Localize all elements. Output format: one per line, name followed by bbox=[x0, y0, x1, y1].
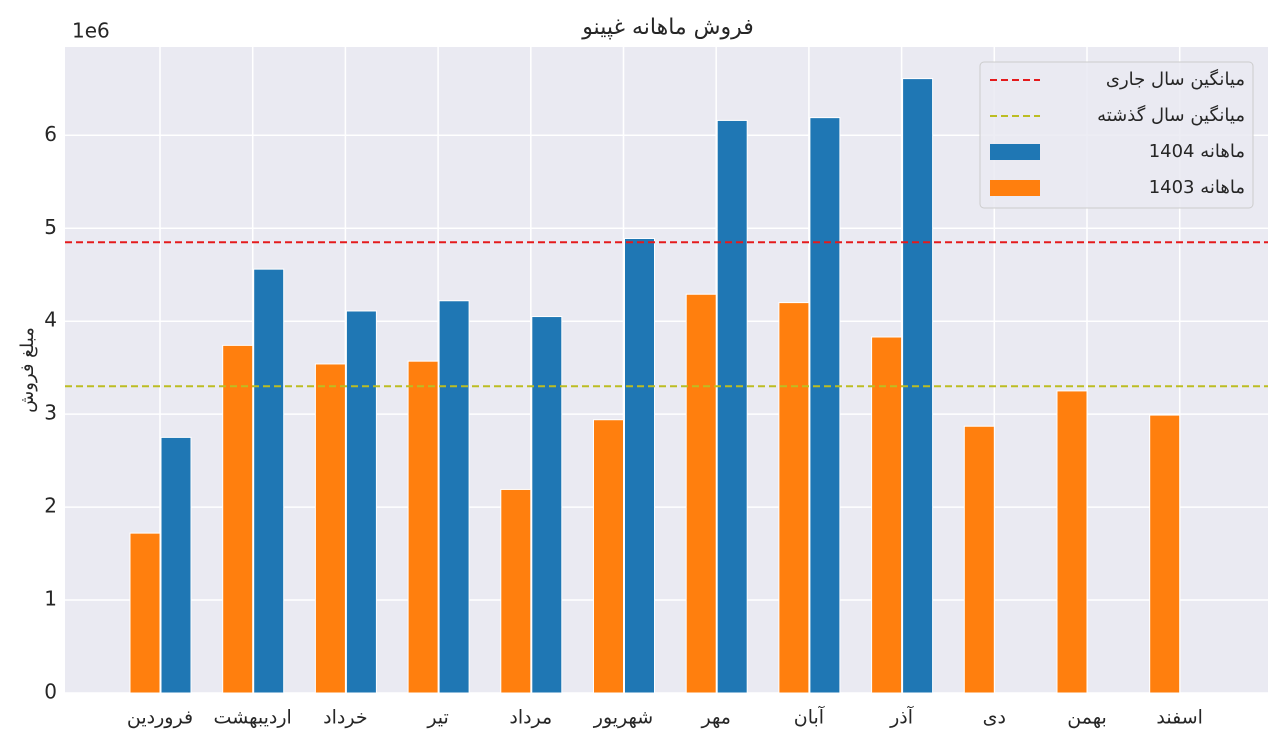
bar bbox=[314, 363, 346, 694]
x-tick-label: تیر bbox=[426, 707, 449, 729]
bar bbox=[624, 237, 655, 694]
x-tick-label: خرداد bbox=[323, 707, 367, 729]
legend-swatch bbox=[990, 144, 1040, 160]
bar bbox=[593, 419, 624, 694]
x-tick-label: شهریور bbox=[593, 707, 653, 729]
reference-lines bbox=[65, 241, 1268, 388]
legend-swatch bbox=[990, 180, 1040, 196]
bar bbox=[685, 293, 717, 694]
x-tick-label: بهمن bbox=[1067, 707, 1107, 729]
bar bbox=[716, 119, 748, 694]
bar bbox=[1056, 390, 1088, 694]
y-axis-label: مبلغ فروش bbox=[17, 327, 38, 413]
bar bbox=[222, 344, 254, 694]
bar bbox=[500, 488, 532, 694]
y-tick-label: 6 bbox=[44, 122, 57, 146]
bar bbox=[531, 316, 563, 694]
y-tick-label: 1 bbox=[44, 587, 57, 611]
bar bbox=[809, 117, 841, 694]
bar bbox=[1149, 414, 1181, 694]
bar bbox=[871, 336, 903, 694]
bar bbox=[253, 268, 285, 694]
y-tick-label: 0 bbox=[44, 680, 57, 704]
legend-label: میانگین سال گذشته bbox=[1097, 104, 1245, 126]
legend-label: میانگین سال جاری bbox=[1106, 68, 1245, 90]
x-tick-label: مرداد bbox=[509, 707, 552, 729]
offset-label: 1e6 bbox=[72, 19, 110, 43]
bar bbox=[778, 302, 810, 694]
y-tick-label: 2 bbox=[44, 494, 57, 518]
y-tick-label: 4 bbox=[44, 308, 57, 332]
x-tick-label: فروردین bbox=[127, 707, 193, 729]
x-tick-label: مهر bbox=[700, 707, 730, 729]
x-tick-label: اردیبهشت bbox=[214, 707, 292, 729]
x-tick-label: اسفند bbox=[1156, 707, 1203, 729]
legend-box bbox=[979, 61, 1254, 209]
bar bbox=[129, 532, 161, 694]
legend-label: ماهانه 1404 bbox=[1149, 141, 1245, 162]
bars bbox=[129, 78, 1181, 694]
bar bbox=[407, 360, 439, 694]
chart-title: فروش ماهانه غپینو bbox=[581, 15, 754, 40]
bar bbox=[160, 436, 192, 694]
bar bbox=[963, 425, 995, 694]
y-tick-label: 3 bbox=[44, 401, 57, 425]
x-tick-label: آذر bbox=[889, 705, 914, 729]
legend-label: ماهانه 1403 bbox=[1149, 177, 1245, 198]
x-tick-label: دی bbox=[983, 707, 1006, 729]
bar bbox=[345, 310, 377, 694]
bar bbox=[438, 300, 470, 694]
y-tick-label: 5 bbox=[44, 215, 57, 239]
legend: میانگین سال جاری میانگین سال گذشته ماهانه … bbox=[979, 61, 1254, 209]
x-tick-label: آبان bbox=[794, 705, 825, 729]
